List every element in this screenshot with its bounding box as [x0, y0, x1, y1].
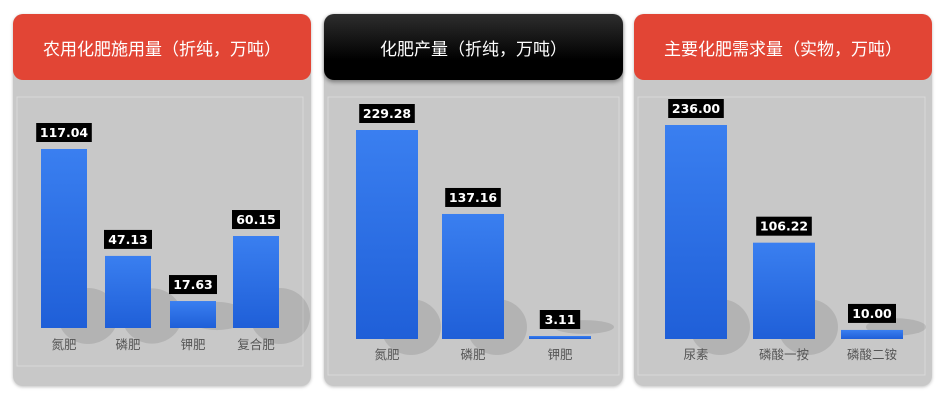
chart-fertilizer-use: 117.04 氮肥 47.13 磷肥 17.63 钾肥 60.15 复合肥 — [16, 96, 310, 367]
value-label-bg — [756, 216, 812, 236]
bar-3 — [170, 301, 216, 328]
plot-area — [16, 96, 304, 367]
value-label-bg — [232, 210, 280, 230]
value-label: 10.00 — [852, 306, 892, 321]
value-label-bg — [668, 99, 724, 118]
bar-2 — [105, 255, 151, 328]
value-label-bg — [36, 123, 92, 142]
chart-panel-fertilizer-demand: 主要化肥需求量（实物，万吨） 236.00 尿素 106.22 磷酸一按 10.00 磷酸… — [634, 14, 932, 386]
value-label: 137.16 — [449, 190, 498, 205]
chart-fertilizer-demand: 236.00 尿素 106.22 磷酸一按 10.00 磷酸二铵 — [637, 96, 926, 376]
value-label: 17.63 — [173, 277, 213, 292]
chart-fertilizer-production: 229.28 氮肥 137.16 磷肥 3.11 钾肥 — [327, 96, 620, 376]
plot-area — [637, 96, 926, 376]
value-label: 117.04 — [40, 125, 89, 140]
category-label: 磷肥 — [115, 337, 141, 352]
chart-panel-fertilizer-use: 农用化肥施用量（折纯，万吨） 117.04 氮肥 47.13 磷肥 17.63 钾肥 60.… — [13, 14, 311, 386]
chart-title-fertilizer-use: 农用化肥施用量（折纯，万吨） — [13, 14, 311, 80]
bar-2 — [442, 213, 504, 339]
category-label: 氮肥 — [374, 347, 400, 362]
bar-2 — [753, 242, 815, 339]
category-label: 钾肥 — [180, 337, 206, 352]
category-label: 磷肥 — [460, 347, 486, 362]
value-label: 229.28 — [363, 106, 411, 121]
value-label-bg — [445, 187, 501, 207]
bar-3 — [841, 329, 903, 339]
category-label: 氮肥 — [51, 337, 77, 352]
value-label: 60.15 — [236, 212, 276, 227]
chart-panel-fertilizer-production: 化肥产量（折纯，万吨） 229.28 氮肥 137.16 磷肥 3.11 钾肥 — [324, 14, 623, 386]
value-label: 106.22 — [760, 219, 808, 234]
value-label-bg — [539, 310, 581, 329]
plot-area — [327, 96, 620, 376]
bar-4 — [233, 236, 279, 328]
category-label: 磷酸二铵 — [847, 347, 897, 362]
bar-1 — [665, 125, 727, 339]
value-label: 236.00 — [672, 101, 721, 116]
bar-1 — [356, 130, 418, 339]
value-label: 3.11 — [545, 312, 576, 327]
category-label: 复合肥 — [237, 337, 275, 352]
value-label-bg — [848, 303, 896, 323]
value-label: 47.13 — [108, 232, 148, 247]
value-label-bg — [169, 275, 217, 295]
category-label: 钾肥 — [547, 347, 573, 362]
category-label: 尿素 — [683, 347, 708, 362]
bar-1 — [41, 149, 87, 328]
bar-3 — [529, 336, 591, 339]
category-label: 磷酸一按 — [759, 347, 809, 362]
value-label-bg — [104, 229, 152, 249]
chart-title-fertilizer-demand: 主要化肥需求量（实物，万吨） — [634, 14, 932, 80]
value-label-bg — [359, 104, 415, 123]
chart-title-fertilizer-production: 化肥产量（折纯，万吨） — [324, 14, 623, 80]
